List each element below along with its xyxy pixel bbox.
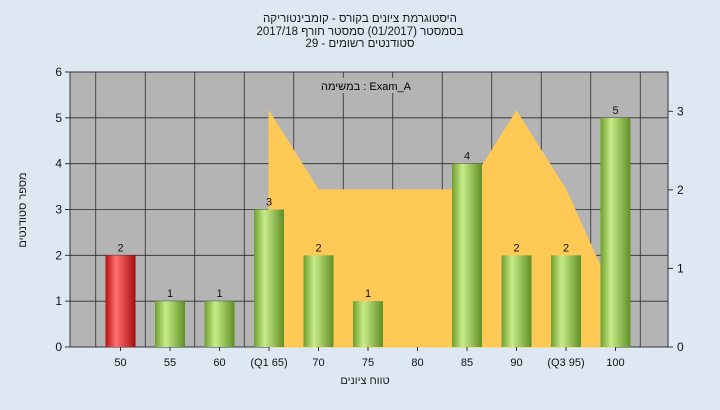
x-tick-label: 60 <box>213 357 225 369</box>
y2-tick-label: 3 <box>677 104 684 118</box>
x-tick-label: 100 <box>606 357 624 369</box>
bar-value-label: 2 <box>513 242 519 254</box>
y2-tick-label: 2 <box>677 183 684 197</box>
y-tick-label: 1 <box>55 294 62 308</box>
bar-90 <box>501 255 532 347</box>
bar-85 <box>452 163 482 347</box>
bar-70 <box>303 255 334 347</box>
bar-Q395 <box>551 255 581 347</box>
bar-50 <box>105 255 136 347</box>
legend: Exam_A : במשימה <box>314 78 418 93</box>
y-tick-label: 5 <box>55 111 62 125</box>
x-tick-label: 90 <box>510 357 522 369</box>
x-tick-label: 55 <box>164 357 176 369</box>
x-axis: 50 55 60 (Q1 65) 70 75 80 85 90 (Q3 95) 100 <box>114 347 625 369</box>
bar-100 <box>600 117 631 347</box>
title-line-2: בסמסטר (01/2017) סמסטר חורף 2017/18 <box>256 26 463 38</box>
bar-60 <box>204 301 235 347</box>
y-axis-right: 0 1 2 3 <box>668 104 684 354</box>
y-tick-label: 0 <box>55 340 62 354</box>
chart-title: היסטוגרמת ציונים בקורס - קומבינטוריקה בס… <box>256 13 463 50</box>
x-tick-label: 70 <box>312 357 324 369</box>
y2-tick-label: 1 <box>677 261 684 275</box>
x-tick-label: 80 <box>411 357 423 369</box>
bar-value-label: 2 <box>563 242 569 254</box>
x-tick-label: 85 <box>461 357 473 369</box>
bar-value-label: 1 <box>167 288 173 300</box>
bar-55 <box>155 301 185 347</box>
x-tick-label: (Q3 95) <box>547 357 584 369</box>
title-line-1: היסטוגרמת ציונים בקורס - קומבינטוריקה <box>263 13 457 25</box>
bars-group <box>105 117 631 347</box>
bar-value-label: 1 <box>216 288 222 300</box>
x-tick-label: (Q1 65) <box>250 357 287 369</box>
bar-value-label: 3 <box>266 197 272 209</box>
bar-value-label: 2 <box>315 242 321 254</box>
bar-value-label: 1 <box>365 288 371 300</box>
x-tick-label: 50 <box>114 357 126 369</box>
y-axis-left: 0 1 2 3 4 5 6 <box>55 65 70 354</box>
y-tick-label: 4 <box>55 157 62 171</box>
bar-75 <box>353 301 383 347</box>
bar-value-label: 4 <box>464 151 470 163</box>
title-line-3: 29 - סטודנטים רשומים <box>305 38 414 50</box>
x-axis-label: טווח ציונים <box>340 375 389 387</box>
bar-labels-group: 2 1 1 3 2 1 4 2 2 5 <box>117 105 618 300</box>
y-axis-label: מספר סטודנטים <box>17 172 29 247</box>
x-tick-label: 75 <box>362 357 374 369</box>
bar-value-label: 2 <box>117 242 123 254</box>
y-tick-label: 2 <box>55 248 62 262</box>
y2-tick-label: 0 <box>677 340 684 354</box>
bar-value-label: 5 <box>612 105 618 117</box>
bar-Q165 <box>254 209 284 347</box>
y-tick-label: 3 <box>55 203 62 217</box>
legend-text: Exam_A : במשימה <box>321 81 412 93</box>
y-tick-label: 6 <box>55 65 62 79</box>
legend-box <box>314 78 418 93</box>
